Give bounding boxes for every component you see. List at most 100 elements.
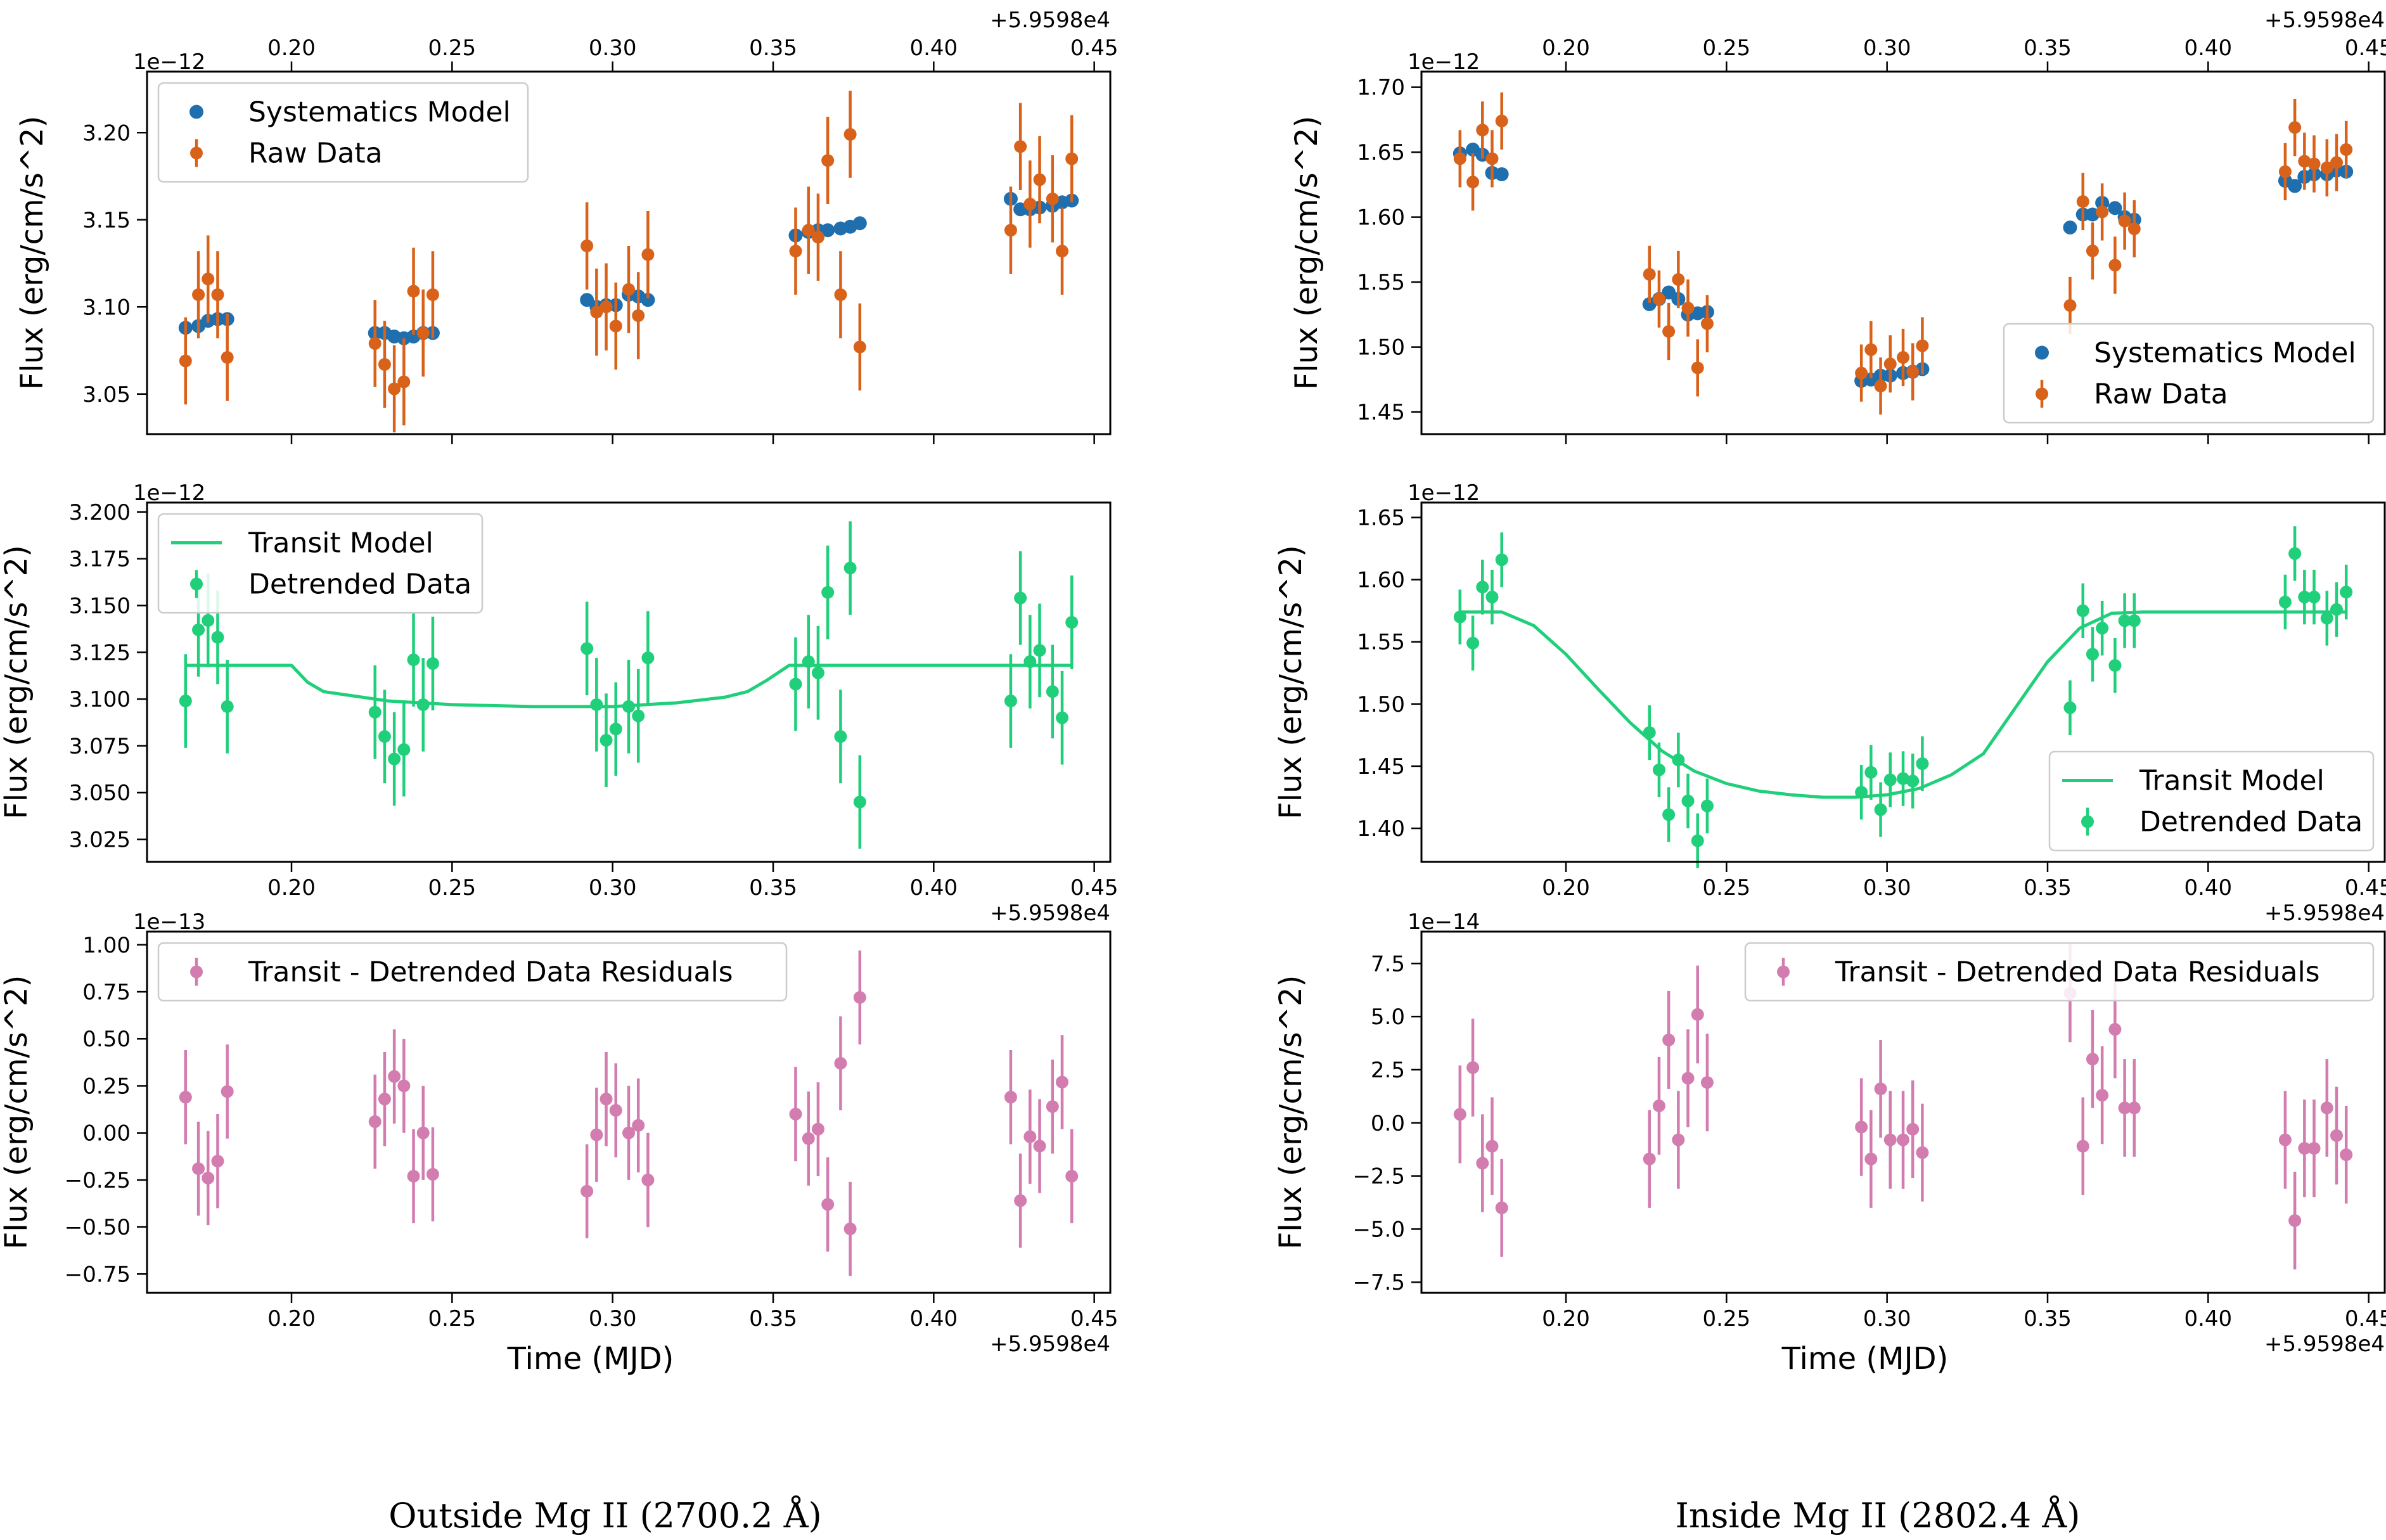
data-point <box>211 631 224 644</box>
data-point <box>1916 339 1929 352</box>
data-point <box>1014 591 1027 605</box>
x-tick-label: 0.40 <box>909 875 958 901</box>
chart-right-mid: 0.20 0.25 0.30 0.35 0.40 0.45+5.9598e4 1.40 1.4… <box>1273 480 2386 926</box>
x-tick-label: 0.20 <box>267 875 316 901</box>
data-point <box>416 1126 430 1139</box>
data-point <box>179 354 192 368</box>
legend-label: Transit - Detrended Data Residuals <box>1835 956 2320 989</box>
data-point <box>821 1198 835 1211</box>
y-exponent-label: 1e−12 <box>133 49 205 75</box>
series-transit-model <box>1459 610 2347 799</box>
series-detrended-data <box>179 521 1079 849</box>
y-tick-label: 1.50 <box>1357 335 1405 361</box>
x-tick-label: 0.30 <box>589 1306 637 1331</box>
data-point <box>1864 343 1878 356</box>
data-point <box>211 1155 224 1168</box>
data-point <box>632 309 645 322</box>
data-point <box>2096 205 2109 219</box>
data-point <box>2298 155 2311 168</box>
x-tick-label: 0.45 <box>1070 1306 1119 1331</box>
y-tick-label: 3.050 <box>69 781 131 806</box>
data-point <box>2288 547 2302 560</box>
data-point <box>2118 1101 2131 1115</box>
series-transit-detrended-data-residuals <box>1453 944 2353 1270</box>
series-detrended-data <box>1453 526 2353 868</box>
data-point <box>1013 202 1028 217</box>
data-point <box>811 231 824 244</box>
data-point <box>590 698 603 711</box>
y-tick-label: 0.25 <box>82 1074 131 1099</box>
data-point <box>2063 221 2077 235</box>
y-exponent-label: 1e−12 <box>1408 480 1480 506</box>
data-point <box>641 293 655 307</box>
data-point <box>1883 773 1897 786</box>
data-point <box>2298 591 2311 604</box>
y-tick-label: 1.45 <box>1357 400 1405 425</box>
legend-point-swatch <box>190 577 203 591</box>
legend-frame <box>157 513 484 614</box>
data-point <box>802 1132 815 1145</box>
x-tick-label: 0.35 <box>2024 875 2072 901</box>
data-point <box>2108 659 2122 672</box>
y-exponent-label: 1e−12 <box>1408 49 1480 75</box>
data-point <box>221 700 234 713</box>
data-point <box>1681 794 1695 807</box>
legend-point-swatch <box>2035 345 2049 360</box>
data-point <box>397 743 411 756</box>
legend-label: Detrended Data <box>248 568 471 601</box>
x-tick-label: 0.40 <box>2184 1306 2232 1331</box>
x-tick-label: 0.35 <box>749 875 797 901</box>
data-point <box>1874 380 1887 393</box>
data-point <box>426 657 439 670</box>
y-axis-title: Flux (erg/cm/s^2) <box>15 116 50 390</box>
data-point <box>580 642 594 655</box>
y-tick-label: 2.5 <box>1371 1058 1405 1083</box>
data-point <box>2307 1142 2321 1155</box>
data-point <box>179 695 192 708</box>
data-point <box>853 340 866 354</box>
data-point <box>1466 1061 1480 1074</box>
legend-label: Transit Model <box>248 527 433 560</box>
data-point <box>2340 1148 2353 1162</box>
y-tick-label: 3.200 <box>69 500 131 525</box>
x-offset-label: +5.9598e4 <box>2264 901 2385 926</box>
y-tick-label: 1.65 <box>1357 140 1405 165</box>
legend-point-swatch <box>2036 387 2048 401</box>
data-point <box>2330 603 2343 616</box>
y-tick-label: 3.125 <box>69 640 131 665</box>
data-point <box>622 700 635 713</box>
data-point <box>2278 165 2292 178</box>
legend: Transit Model Detrended Data <box>2048 750 2375 852</box>
data-point <box>2086 648 2099 661</box>
y-tick-label: 1.70 <box>1357 75 1405 101</box>
data-point <box>834 730 847 743</box>
y-axis-title: Flux (erg/cm/s^2) <box>1273 545 1309 819</box>
x-offset-label: +5.9598e4 <box>990 1331 1110 1357</box>
data-point <box>1643 1152 1656 1165</box>
y-axis-title: Flux (erg/cm/s^2) <box>0 545 34 819</box>
series-raw-data <box>179 91 1079 433</box>
data-point <box>843 1222 857 1236</box>
x-tick-label-top: 0.20 <box>1542 35 1590 61</box>
data-point <box>2127 222 2141 236</box>
data-point <box>600 1093 613 1106</box>
data-point <box>821 586 835 599</box>
y-tick-label: 3.20 <box>82 120 131 146</box>
y-axis-title: Flux (erg/cm/s^2) <box>1289 116 1324 390</box>
data-point <box>1014 1194 1027 1207</box>
data-point <box>1065 616 1079 629</box>
y-tick-label: 1.50 <box>1357 692 1405 717</box>
data-point <box>802 655 815 669</box>
y-tick-label: 1.55 <box>1357 630 1405 655</box>
data-point <box>1897 1133 1909 1146</box>
data-point <box>2063 701 2077 714</box>
data-point <box>2307 157 2321 170</box>
data-point <box>2330 156 2343 169</box>
data-point <box>1652 292 1665 305</box>
data-point <box>641 651 655 665</box>
x-tick-label-top: 0.35 <box>2024 35 2072 61</box>
y-tick-label: 1.60 <box>1357 568 1405 593</box>
data-point <box>2096 622 2109 635</box>
y-exponent-label: 1e−14 <box>1408 909 1480 935</box>
chart-left-bot: 0.20 0.25 0.30 0.35 0.40 0.45+5.9598e4 −0.75 −0… <box>0 909 1119 1376</box>
